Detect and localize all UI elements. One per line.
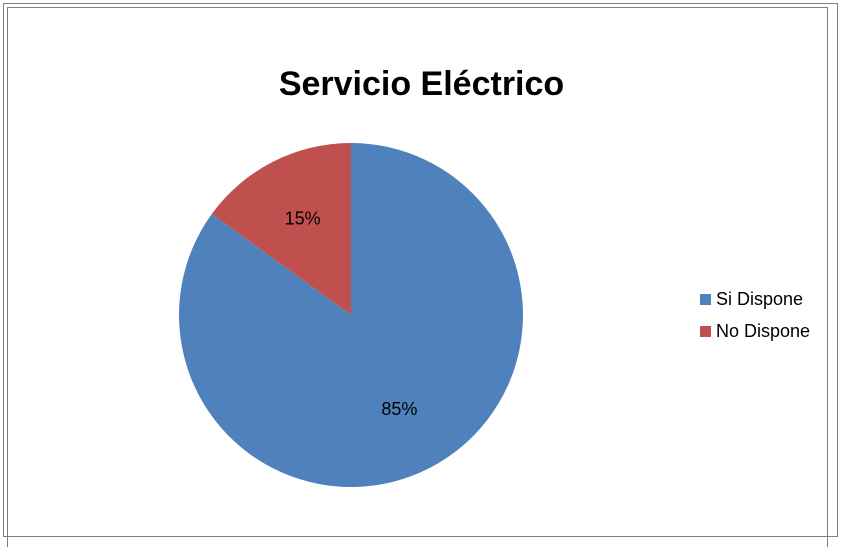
pie-slice-si-dispone — [178, 143, 523, 487]
chart-title: Servicio Eléctrico — [278, 65, 565, 103]
legend-item-si-dispone: Si Dispone — [700, 283, 810, 315]
legend-swatch-no-dispone — [700, 325, 711, 337]
data-label-no-dispone: 15% — [285, 209, 321, 229]
chart-area-border — [7, 7, 828, 547]
legend-label-no-dispone: No Dispone — [716, 320, 811, 341]
data-label-si-dispone: 85% — [381, 399, 417, 419]
legend-item-no-dispone: No Dispone — [700, 315, 810, 347]
legend-swatch-si-dispone — [700, 293, 711, 305]
pie-slice-no-dispone — [211, 143, 351, 315]
chart-legend: Si Dispone No Dispone — [700, 283, 810, 347]
chart-frame — [3, 3, 838, 537]
legend-label-si-dispone: Si Dispone — [716, 288, 804, 309]
